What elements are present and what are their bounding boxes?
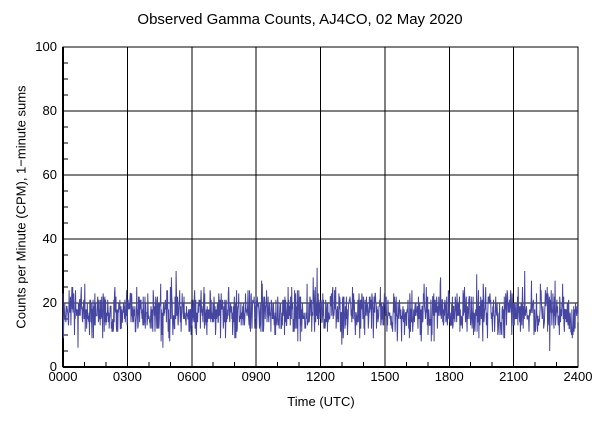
y-tick-label: 0 [50, 359, 57, 374]
x-tick-label: 0900 [242, 369, 271, 384]
y-tick-label: 60 [43, 167, 57, 182]
x-tick-label: 1500 [370, 369, 399, 384]
chart-title: Observed Gamma Counts, AJ4CO, 02 May 202… [137, 11, 463, 28]
x-tick-label: 0300 [113, 369, 142, 384]
y-tick-label: 80 [43, 103, 57, 118]
y-tick-label: 40 [43, 231, 57, 246]
y-tick-label: 20 [43, 295, 57, 310]
x-tick-label: 1800 [435, 369, 464, 384]
x-tick-label: 0600 [177, 369, 206, 384]
x-tick-label: 2400 [564, 369, 593, 384]
y-tick-label: 100 [35, 39, 57, 54]
x-axis-label: Time (UTC) [287, 394, 355, 409]
x-tick-label: 1200 [306, 369, 335, 384]
data-series-line [62, 267, 579, 352]
x-tick-label: 2100 [499, 369, 528, 384]
x-tick-label: 0000 [49, 369, 78, 384]
